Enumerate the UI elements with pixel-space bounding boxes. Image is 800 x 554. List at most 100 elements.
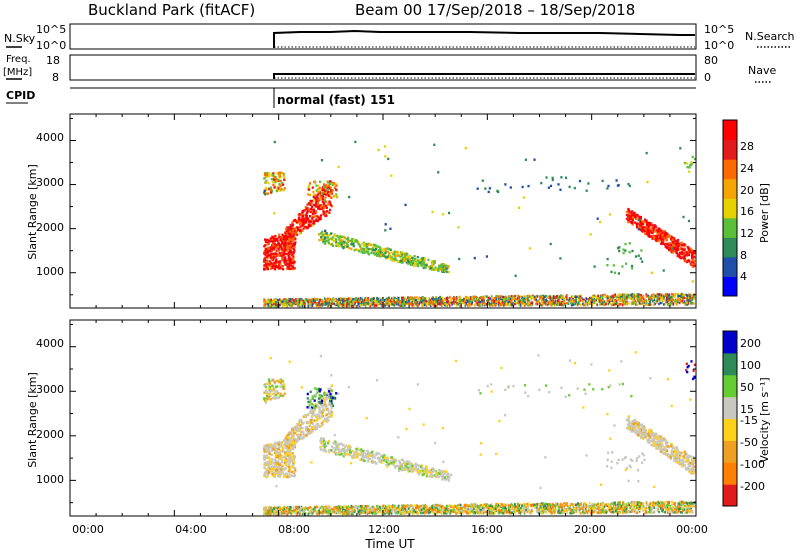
range-cell (282, 475, 286, 478)
range-cell (345, 238, 348, 241)
range-cell (674, 300, 676, 303)
range-cell (275, 465, 278, 469)
range-cell (474, 295, 477, 298)
range-cell (561, 296, 564, 299)
range-cell (553, 304, 556, 307)
range-cell (626, 295, 628, 298)
range-cell (267, 443, 270, 447)
range-cell (274, 261, 277, 264)
range-cell (469, 304, 471, 307)
range-cell (264, 254, 267, 257)
range-cell (672, 302, 675, 305)
range-cell (315, 184, 318, 187)
range-cell (306, 425, 309, 429)
range-cell (606, 295, 609, 298)
range-cell (540, 181, 543, 185)
range-cell (290, 470, 293, 474)
range-cell (670, 292, 673, 296)
range-cell (299, 420, 302, 423)
range-cell (611, 303, 613, 307)
range-cell (335, 302, 338, 305)
range-cell (330, 192, 333, 195)
range-cell (481, 304, 484, 307)
range-cell (678, 253, 681, 257)
range-cell (275, 469, 278, 472)
range-cell (321, 395, 324, 398)
range-cell (690, 254, 693, 258)
range-cell (347, 297, 350, 300)
range-cell (291, 465, 294, 468)
range-cell (390, 251, 393, 254)
range-cell (314, 426, 317, 429)
range-cell (634, 255, 638, 258)
range-cell (267, 172, 271, 175)
range-cell (601, 297, 604, 301)
range-cell (417, 300, 419, 304)
range-cell (645, 151, 648, 155)
range-cell (286, 441, 289, 444)
range-cell (603, 300, 605, 303)
range-cell (490, 304, 492, 307)
range-cell (273, 381, 276, 384)
range-cell (320, 423, 324, 427)
range-cell (289, 302, 291, 305)
range-cell (689, 262, 692, 265)
range-cell (329, 203, 332, 207)
range-cell (276, 475, 280, 478)
range-cell (291, 474, 294, 477)
range-cell (276, 265, 279, 268)
range-cell (308, 220, 311, 223)
range-cell (322, 403, 325, 407)
range-cell (299, 219, 302, 222)
range-cell (638, 296, 641, 299)
range-cell (336, 300, 339, 303)
range-cell (646, 301, 648, 305)
range-cell (389, 255, 392, 258)
range-cell (288, 454, 292, 457)
range-cell (279, 239, 282, 242)
range-cell (310, 416, 313, 419)
range-cell (278, 440, 281, 444)
range-cell (406, 298, 408, 301)
range-cell (618, 303, 620, 307)
range-cell (674, 295, 676, 298)
range-cell (273, 445, 276, 448)
range-cell (272, 180, 275, 184)
range-cell (658, 302, 660, 306)
range-cell (279, 462, 282, 465)
range-cell (327, 297, 329, 300)
range-cell (464, 302, 467, 306)
range-cell (626, 210, 629, 214)
range-cell (307, 208, 310, 211)
range-cell (266, 192, 269, 195)
range-cell (279, 300, 282, 303)
range-cell (292, 439, 295, 442)
range-cell (359, 297, 362, 300)
range-cell (670, 300, 673, 303)
range-cell (573, 186, 576, 190)
range-cell (319, 195, 322, 198)
range-cell (281, 268, 285, 271)
range-cell (640, 299, 643, 302)
range-cell (305, 226, 308, 229)
range-cell (282, 394, 285, 397)
range-cell (289, 467, 292, 470)
range-cell (269, 467, 272, 470)
range-cell (351, 299, 353, 302)
range-cell (312, 208, 316, 211)
range-cell (295, 221, 299, 224)
range-cell (407, 262, 410, 265)
range-cell (318, 189, 321, 192)
range-cell (641, 227, 644, 230)
range-cell (279, 179, 282, 182)
range-cell (325, 186, 328, 189)
range-cell (529, 295, 532, 299)
range-cell (431, 210, 434, 214)
range-cell (469, 297, 472, 300)
range-cell (339, 297, 342, 300)
range-cell (685, 260, 688, 264)
cpid-mode-text: normal (fast) 151 (277, 93, 395, 107)
range-cell (342, 302, 345, 305)
range-cell (265, 456, 268, 460)
range-cell (619, 293, 621, 296)
